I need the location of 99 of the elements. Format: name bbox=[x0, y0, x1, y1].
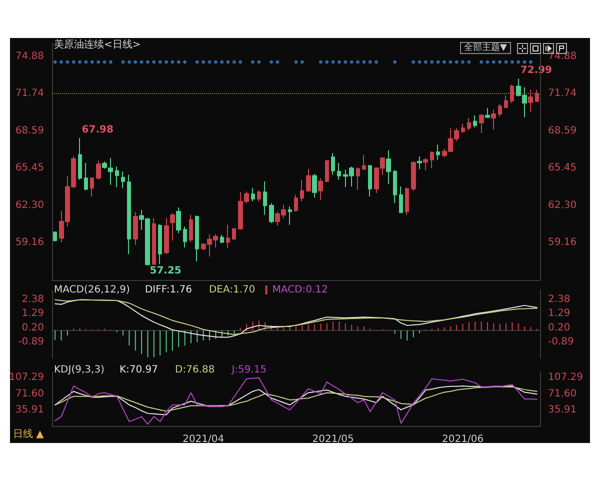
y-tick-label: 2.38 bbox=[22, 294, 44, 305]
candlestick bbox=[504, 94, 508, 109]
candlestick bbox=[195, 215, 199, 262]
candlestick bbox=[53, 231, 57, 242]
candlestick bbox=[158, 224, 162, 265]
candlestick bbox=[164, 218, 169, 255]
candlestick bbox=[325, 159, 329, 183]
candlestick bbox=[535, 89, 539, 103]
chart-title: 美原油连续<日线> bbox=[54, 38, 141, 50]
legend-label: MACD:0.12 bbox=[272, 284, 328, 296]
candlestick bbox=[430, 150, 434, 169]
candlestick bbox=[263, 180, 267, 216]
chart-title: KDJ(9,3,3) bbox=[54, 364, 105, 376]
candlestick bbox=[356, 166, 360, 190]
y2-tick-label: 62.30 bbox=[548, 200, 577, 211]
y2-tick-label: 2.38 bbox=[548, 294, 570, 305]
candlestick bbox=[176, 206, 181, 234]
candlestick bbox=[288, 206, 292, 226]
y-tick-label: 1.29 bbox=[22, 308, 44, 320]
candlestick bbox=[269, 202, 274, 224]
candlestick bbox=[331, 152, 335, 176]
candlestick bbox=[498, 104, 502, 117]
y-tick-label: 68.59 bbox=[15, 125, 44, 136]
candlestick bbox=[461, 123, 465, 134]
candlestick bbox=[473, 114, 477, 128]
candlestick bbox=[423, 158, 428, 171]
candlestick bbox=[294, 194, 298, 212]
candlestick bbox=[96, 160, 101, 180]
candlestick bbox=[121, 170, 125, 189]
candlestick bbox=[436, 144, 440, 160]
candlestick bbox=[411, 160, 416, 192]
text: DEA:1.70 bbox=[208, 284, 256, 296]
candlestick bbox=[251, 188, 255, 202]
candlestick bbox=[78, 138, 82, 180]
candlestick bbox=[312, 174, 317, 198]
y2-tick-label: 59.16 bbox=[548, 237, 577, 248]
candlestick bbox=[362, 154, 366, 170]
y-tick-label: 107.29 bbox=[9, 372, 44, 384]
candlestick bbox=[306, 168, 311, 193]
y-tick-label: -0.89 bbox=[18, 336, 44, 348]
candlestick bbox=[300, 179, 304, 202]
series-label: J:59.15 bbox=[230, 364, 267, 376]
text: 日线 ▲ bbox=[13, 428, 44, 441]
y-tick-label: 71.60 bbox=[15, 388, 44, 400]
y-tick-label: 35.91 bbox=[15, 404, 44, 416]
candlestick bbox=[417, 156, 422, 170]
candlestick bbox=[183, 226, 187, 248]
candlestick bbox=[189, 214, 193, 243]
candlestick bbox=[257, 190, 261, 202]
annotation: 67.98 bbox=[82, 124, 114, 136]
y-tick-label: 62.30 bbox=[15, 200, 44, 211]
series-label: DIFF:1.76 bbox=[144, 284, 192, 296]
candlestick bbox=[337, 162, 341, 180]
y2-tick-label: -0.89 bbox=[548, 336, 574, 348]
candlestick bbox=[485, 108, 490, 119]
candlestick bbox=[170, 212, 175, 242]
candlestick bbox=[368, 164, 372, 197]
x-tick-label: 2021/05 bbox=[312, 434, 354, 445]
x-tick-label: 2021/04 bbox=[182, 434, 224, 445]
line-series bbox=[54, 377, 538, 425]
candlestick bbox=[115, 166, 119, 188]
candlestick bbox=[386, 150, 391, 185]
y2-tick-label: 35.91 bbox=[548, 404, 577, 416]
annotation: 全部主题▼ bbox=[460, 42, 511, 54]
candlestick bbox=[90, 176, 94, 197]
y2-tick-label: 0.20 bbox=[548, 322, 570, 334]
y-tick-label: 74.88 bbox=[15, 50, 44, 62]
candlestick bbox=[399, 186, 403, 214]
candlestick bbox=[232, 228, 236, 240]
candlestick bbox=[467, 118, 471, 131]
y-tick-label: 71.74 bbox=[15, 88, 44, 99]
y2-tick-label: 68.59 bbox=[548, 125, 577, 136]
candlestick bbox=[479, 113, 484, 134]
candlestick bbox=[510, 84, 514, 104]
candlestick bbox=[393, 170, 397, 204]
text: K:70.97 bbox=[119, 364, 158, 376]
annotation: 72.99 bbox=[520, 65, 552, 76]
candlestick bbox=[528, 89, 533, 112]
y2-tick-label: 1.29 bbox=[548, 308, 570, 320]
y2-tick-label: 71.74 bbox=[548, 88, 577, 99]
y-tick-label: 0.20 bbox=[22, 322, 44, 334]
candlestick bbox=[226, 224, 230, 249]
candlestick bbox=[220, 234, 224, 244]
candlestick bbox=[84, 162, 88, 191]
y2-tick-label: 65.45 bbox=[548, 162, 577, 174]
y2-tick-label: 107.29 bbox=[548, 372, 583, 384]
chart-title: MACD(26,12,9) bbox=[54, 284, 130, 296]
candlestick bbox=[127, 174, 131, 255]
x-tick-label: 2021/06 bbox=[442, 434, 484, 445]
candlestick bbox=[405, 186, 409, 216]
text: D:76.88 bbox=[175, 364, 215, 376]
annotation: 57.25 bbox=[150, 266, 182, 277]
y2-tick-label: 71.60 bbox=[548, 388, 577, 400]
candlestick bbox=[152, 218, 156, 266]
candlestick bbox=[318, 178, 323, 200]
candlestick bbox=[133, 212, 138, 246]
candlestick bbox=[491, 109, 496, 130]
y-tick-label: 59.16 bbox=[15, 237, 44, 248]
y-tick-label: 65.45 bbox=[15, 162, 44, 174]
